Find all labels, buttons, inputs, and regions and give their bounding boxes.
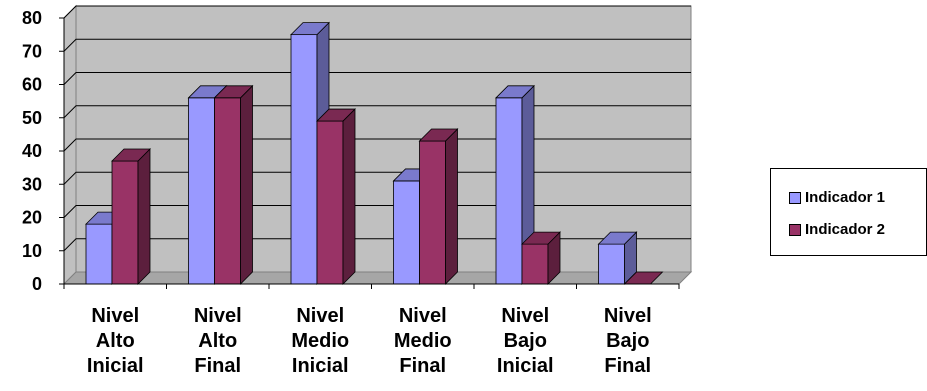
- bar-front-3-0: [393, 180, 420, 285]
- x-category-label-0-line-1: Alto: [96, 330, 135, 352]
- y-tick-label-70: 70: [22, 41, 42, 61]
- x-category-label-1-line-2: Final: [194, 355, 241, 377]
- bar-top-0-1: [111, 148, 151, 162]
- x-category-label-0-line-2: Inicial: [87, 355, 144, 377]
- x-category-label-5-line-2: Final: [604, 355, 651, 377]
- gridline-60: [63, 72, 691, 85]
- bar-top-2-0: [290, 22, 330, 36]
- x-category-label-3: Nivel Medio Final: [394, 305, 452, 377]
- bar-side-1-1: [240, 84, 253, 285]
- bar-front-2-1: [316, 120, 344, 285]
- bars: [85, 21, 664, 285]
- x-category-label-5-line-0: Nivel: [604, 305, 652, 327]
- legend-item-indicador-2: Indicador 2: [789, 221, 885, 238]
- x-category-label-3-line-2: Final: [399, 355, 446, 377]
- x-category-label-4: Nivel Bajo Inicial: [497, 305, 554, 377]
- bar-1-1: [213, 84, 254, 285]
- x-category-label-2: Nivel Medio Inicial: [291, 305, 349, 377]
- bar-top-1-1: [213, 85, 254, 99]
- bar-side-0-1: [137, 148, 151, 285]
- bar-side-3-1: [445, 128, 458, 285]
- y-tick-label-30: 30: [22, 174, 42, 194]
- gridline-30: [63, 171, 691, 185]
- y-tick-label-50: 50: [22, 108, 42, 128]
- x-category-label-4-line-1: Bajo: [504, 330, 547, 352]
- bar-front-4-0: [495, 97, 523, 285]
- x-category-label-1-line-0: Nivel: [194, 305, 242, 327]
- bar-0-1: [111, 148, 151, 285]
- legend: Indicador 1 Indicador 2: [770, 168, 927, 256]
- x-category-label-0: Nivel Alto Inicial: [87, 305, 144, 377]
- bar-3-1: [418, 128, 459, 285]
- bar-front-0-1: [111, 160, 139, 285]
- bar-front-1-1: [214, 97, 241, 285]
- x-category-label-4-line-2: Inicial: [497, 355, 554, 377]
- gridline-50: [63, 105, 691, 119]
- legend-label-indicador-2: Indicador 2: [805, 221, 886, 238]
- bar-side-2-1: [342, 108, 356, 285]
- bar-5-0: [597, 231, 638, 285]
- bar-front-0-0: [85, 223, 113, 285]
- bar-top-5-0: [597, 231, 638, 245]
- x-category-label-1-line-1: Alto: [198, 330, 237, 352]
- axes: [59, 17, 680, 289]
- x-category-label-2-line-2: Inicial: [292, 355, 349, 377]
- y-tick-label-40: 40: [22, 141, 42, 161]
- legend-swatch-indicador-1: [789, 191, 801, 204]
- plot-floor: [62, 271, 693, 285]
- y-tick-label-80: 80: [22, 8, 42, 28]
- x-category-label-3-line-1: Medio: [394, 330, 452, 352]
- bar-4-0: [495, 84, 535, 285]
- bar-4-1: [521, 231, 561, 285]
- gridlines: [63, 5, 691, 252]
- x-axis-category-labels: Nivel Alto Inicial Nivel Alto Final Nivel Medio…: [87, 305, 652, 377]
- gridline-10: [63, 238, 691, 252]
- bar-top-4-0: [495, 85, 535, 99]
- bar-top-4-1: [521, 231, 561, 245]
- y-tick-label-60: 60: [22, 75, 42, 95]
- bar-front-4-1: [521, 243, 549, 285]
- bar-top-2-1: [316, 108, 356, 122]
- gridline-20: [63, 205, 691, 218]
- bar-2-1: [316, 108, 356, 285]
- bar-front-2-0: [290, 34, 318, 285]
- x-category-label-2-line-0: Nivel: [296, 305, 344, 327]
- y-tick-label-0: 0: [32, 274, 42, 294]
- legend-item-indicador-1: Indicador 1: [789, 189, 885, 206]
- x-category-label-4-line-0: Nivel: [501, 305, 549, 327]
- y-tick-label-20: 20: [22, 208, 42, 228]
- y-tick-label-10: 10: [22, 241, 42, 261]
- x-category-label-5: Nivel Bajo Final: [604, 305, 652, 377]
- bar-top-3-1: [418, 128, 459, 142]
- x-category-label-1: Nivel Alto Final: [194, 305, 242, 377]
- chart-plot-area: [62, 4, 693, 286]
- gridline-70: [63, 38, 691, 52]
- x-category-label-3-line-0: Nivel: [399, 305, 447, 327]
- gridline-40: [63, 138, 691, 152]
- x-category-label-5-line-1: Bajo: [606, 330, 649, 352]
- bar-front-1-0: [188, 97, 215, 285]
- bar-front-3-1: [419, 140, 446, 285]
- legend-label-indicador-1: Indicador 1: [805, 189, 886, 206]
- x-category-label-2-line-1: Medio: [291, 330, 349, 352]
- gridline-80: [63, 5, 691, 19]
- x-category-label-0-line-0: Nivel: [91, 305, 139, 327]
- bar-front-5-0: [598, 243, 625, 285]
- y-axis-tick-labels: 0 10 20 30 40 50 60 70 80: [22, 8, 42, 294]
- legend-swatch-indicador-2: [789, 223, 801, 236]
